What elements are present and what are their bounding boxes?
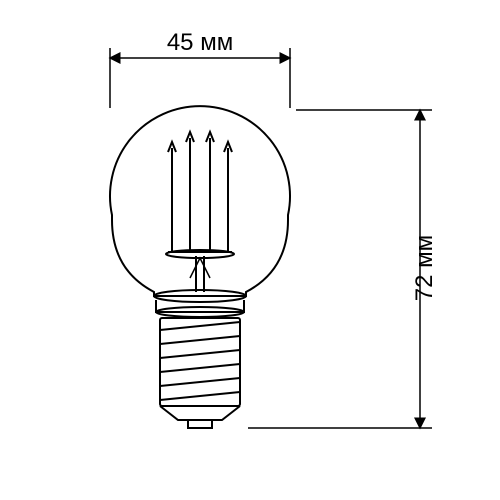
bulb-dimension-diagram: 45 мм 72 мм [0,0,500,500]
width-label: 45 мм [167,29,233,56]
socket [160,318,240,428]
height-unit: мм [411,235,438,268]
width-dimension [110,48,290,108]
width-unit: мм [200,29,233,56]
width-value: 45 [167,29,194,56]
height-value: 72 [411,274,438,301]
diagram-svg: 45 мм 72 мм [0,0,500,500]
filaments [166,132,234,292]
height-dimension [248,110,432,428]
height-label: 72 мм [411,235,438,301]
bulb-outline [110,106,290,317]
